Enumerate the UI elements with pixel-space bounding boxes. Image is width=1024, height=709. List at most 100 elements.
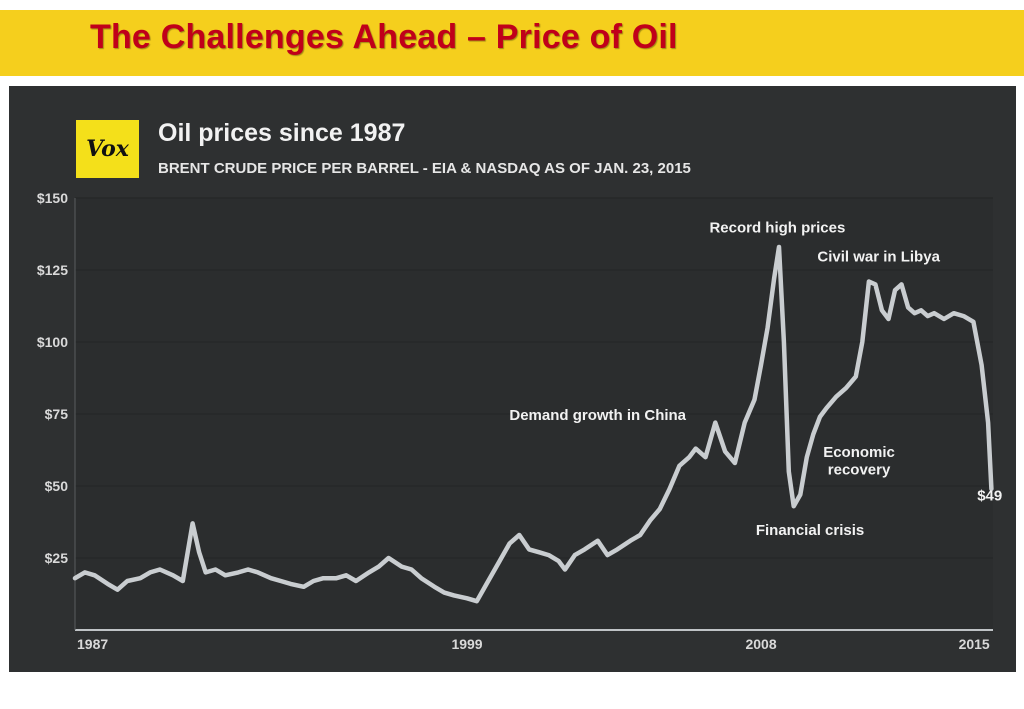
y-tick-label: $75	[45, 406, 69, 422]
data-point	[485, 583, 488, 585]
data-point	[980, 364, 983, 366]
data-point	[881, 309, 883, 312]
data-point	[204, 571, 207, 574]
data-point	[191, 522, 194, 525]
data-point	[743, 421, 746, 424]
chart-title: Oil prices since 1987	[158, 119, 406, 147]
data-point	[289, 583, 292, 585]
annotations: Record high prices Civil war in Libya Dema…	[509, 220, 1002, 539]
data-point	[139, 577, 142, 579]
data-point	[953, 312, 955, 315]
data-point	[799, 493, 802, 496]
data-point	[887, 318, 890, 320]
chart-subtitle: BRENT CRUDE PRICE PER BARREL - EIA & NAS…	[158, 160, 691, 177]
data-point	[345, 574, 348, 577]
data-point	[868, 280, 870, 283]
data-point	[855, 375, 857, 378]
data-point	[518, 534, 521, 536]
data-point	[874, 283, 877, 286]
data-point	[443, 591, 446, 594]
data-point	[116, 588, 119, 591]
y-tick-label: $150	[37, 190, 68, 206]
annotation-label: recovery	[828, 461, 891, 478]
y-tick-label: $25	[45, 550, 69, 566]
data-point	[753, 398, 756, 401]
annotation-label: Civil war in Libya	[817, 248, 940, 265]
data-point	[508, 542, 511, 545]
data-point	[84, 571, 86, 574]
x-tick-label: 1987	[77, 636, 108, 652]
data-point	[182, 580, 184, 582]
data-point	[845, 387, 847, 389]
data-point	[198, 551, 200, 553]
data-point	[270, 577, 272, 579]
y-tick-label: $50	[45, 478, 69, 494]
data-point	[335, 577, 338, 579]
data-point	[214, 568, 217, 571]
data-point	[247, 568, 249, 571]
data-point	[933, 312, 935, 315]
data-point	[93, 574, 96, 577]
data-point	[778, 246, 780, 248]
data-point	[920, 309, 922, 312]
data-point	[224, 574, 227, 577]
data-point	[126, 580, 129, 582]
title-banner	[0, 10, 1024, 76]
data-point	[773, 277, 775, 280]
data-point	[498, 560, 501, 562]
data-point	[714, 421, 717, 424]
x-tick-label: 2008	[745, 636, 776, 652]
data-point	[694, 447, 697, 450]
data-point	[596, 539, 599, 542]
data-point	[704, 456, 707, 459]
data-point	[943, 318, 945, 320]
data-point	[237, 571, 240, 574]
data-point	[387, 557, 390, 559]
vox-logo: Vox	[76, 120, 139, 178]
data-point	[835, 395, 837, 398]
data-point	[926, 315, 929, 317]
data-point	[629, 539, 632, 542]
data-point	[894, 289, 896, 292]
data-point	[355, 580, 357, 582]
data-point	[302, 586, 305, 588]
series-layer	[72, 244, 994, 604]
data-point	[788, 470, 790, 473]
data-point	[528, 548, 530, 551]
data-point	[783, 341, 785, 343]
data-point	[766, 326, 769, 329]
data-point	[806, 456, 808, 459]
data-point	[280, 580, 282, 582]
data-point	[420, 577, 423, 579]
annotation-label: Economic	[823, 444, 895, 461]
data-point	[466, 597, 468, 600]
data-point	[659, 508, 661, 510]
annotation-label: Financial crisis	[756, 522, 864, 539]
data-point	[900, 283, 903, 286]
data-point	[583, 548, 586, 551]
data-point	[990, 488, 993, 490]
data-point	[400, 565, 403, 568]
data-point	[149, 571, 151, 574]
x-tick-label: 1999	[451, 636, 482, 652]
data-point	[734, 462, 736, 464]
data-point	[760, 364, 762, 366]
data-point	[74, 577, 76, 579]
annotation-label: Demand growth in China	[509, 407, 686, 424]
data-point	[547, 554, 550, 556]
data-point	[433, 586, 436, 588]
data-point	[792, 505, 795, 508]
data-point	[322, 577, 325, 579]
data-point	[907, 306, 909, 309]
data-point	[962, 315, 965, 317]
data-point	[688, 456, 690, 459]
data-point	[972, 321, 975, 323]
data-point	[378, 565, 380, 568]
x-tick-label: 2015	[959, 636, 990, 652]
data-point	[172, 574, 174, 577]
data-point	[574, 554, 576, 556]
y-tick-label: $125	[37, 262, 68, 278]
data-point	[564, 568, 566, 571]
data-point	[538, 551, 540, 553]
